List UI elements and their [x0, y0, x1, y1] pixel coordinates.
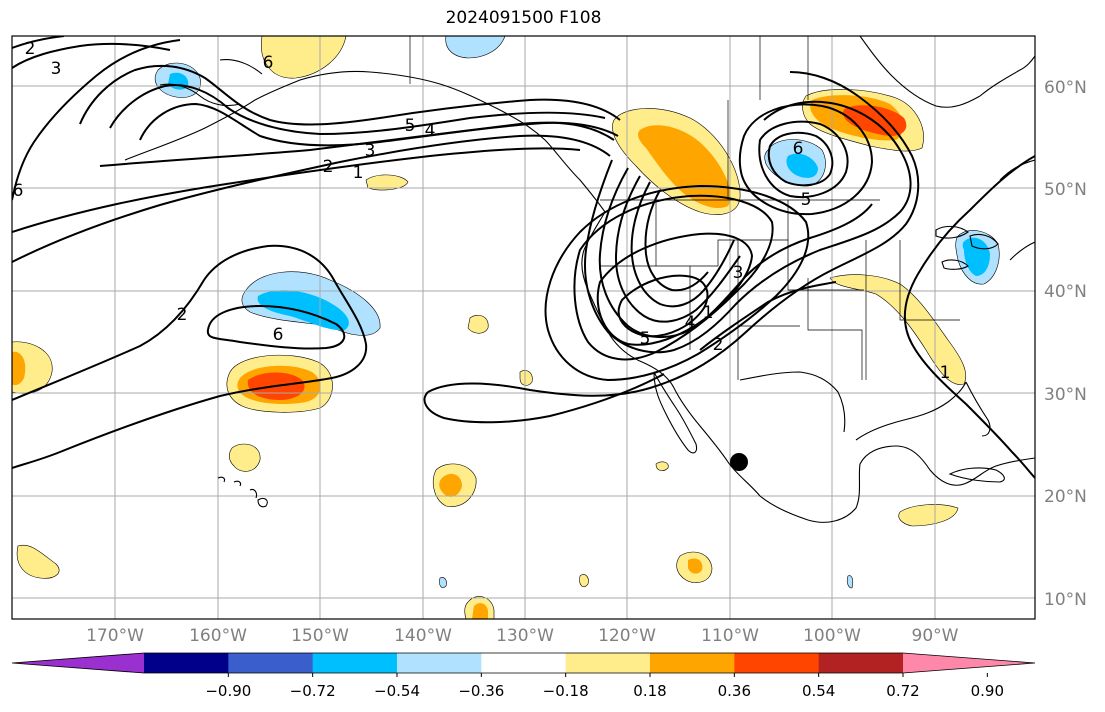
colorbar-tick-label: 0.90 [970, 682, 1005, 700]
contour-label: 1 [353, 163, 364, 183]
contour-label: 1 [703, 303, 714, 323]
lat-label-40n: 40°N [1044, 282, 1087, 302]
lat-label-10n: 10°N [1044, 590, 1087, 610]
lat-label-50n: 50°N [1044, 180, 1087, 200]
lat-label-60n: 60°N [1044, 78, 1087, 98]
lon-label-150w: 150°W [291, 626, 349, 646]
colorbar-tick-label: 0.36 [717, 682, 752, 700]
contour-label: 1 [940, 363, 951, 383]
colorbar-tick-label: −0.72 [289, 682, 336, 700]
contour-label: 6 [273, 325, 284, 345]
contour-label: 2 [713, 335, 724, 355]
colorbar-segment [481, 653, 567, 673]
lon-label-140w: 140°W [394, 626, 452, 646]
contour-label: 6 [263, 53, 274, 73]
colorbar-segment [818, 653, 904, 673]
contour-label: 6 [13, 181, 24, 201]
colorbar-tick-label: −0.36 [458, 682, 505, 700]
political-borders [409, 36, 960, 380]
colorbar-tick-label: 0.54 [801, 682, 836, 700]
lon-label-90w: 90°W [911, 626, 959, 646]
colorbar-tick-label: −0.90 [205, 682, 252, 700]
lon-label-120w: 120°W [598, 626, 656, 646]
colorbar-tick-label: −0.54 [374, 682, 420, 700]
colorbar-tick-label: 0.18 [633, 682, 667, 700]
contour-label: 5 [801, 190, 812, 210]
colorbar-segment [565, 653, 651, 673]
contour-label: 4 [425, 121, 436, 141]
colorbar-segment [228, 653, 314, 673]
colorbar-outline [11, 652, 1036, 674]
colorbar [11, 652, 1036, 677]
contour-label: 4 [685, 313, 696, 333]
colorbar-segment [312, 653, 398, 673]
chart-title: 2024091500 F108 [445, 8, 602, 28]
lon-label-130w: 130°W [496, 626, 554, 646]
colorbar-tick-label: −0.18 [542, 682, 589, 700]
lon-label-110w: 110°W [701, 626, 759, 646]
lon-label-100w: 100°W [803, 626, 861, 646]
contour-label: 3 [733, 263, 744, 283]
contour-label: 6 [793, 139, 804, 159]
contour-label: 5 [405, 116, 416, 136]
lon-label-160w: 160°W [189, 626, 247, 646]
lon-label-170w: 170°W [86, 626, 144, 646]
colorbar-segment [650, 653, 735, 673]
contour-label: 3 [365, 141, 376, 161]
location-marker [730, 453, 748, 471]
contour-label: 5 [640, 329, 651, 349]
contour-label: 2 [323, 157, 334, 177]
map-frame [11, 35, 1036, 620]
lat-label-20n: 20°N [1044, 487, 1087, 507]
colorbar-extend-max [903, 653, 1035, 673]
colorbar-segment [397, 653, 482, 673]
lat-label-30n: 30°N [1044, 385, 1087, 405]
colorbar-segment [734, 653, 820, 673]
contour-label: 2 [177, 305, 188, 325]
contour-label-layer: 3 2 6 6 5 4 3 2 1 2 6 5 4 3 1 2 6 5 1 [13, 39, 951, 383]
contour-label: 2 [25, 39, 36, 59]
contour-lines [12, 36, 1035, 479]
contour-label: 3 [51, 59, 62, 79]
colorbar-segment [144, 653, 229, 673]
colorbar-extend-min [12, 653, 144, 673]
colorbar-tick-label: 0.72 [886, 682, 920, 700]
